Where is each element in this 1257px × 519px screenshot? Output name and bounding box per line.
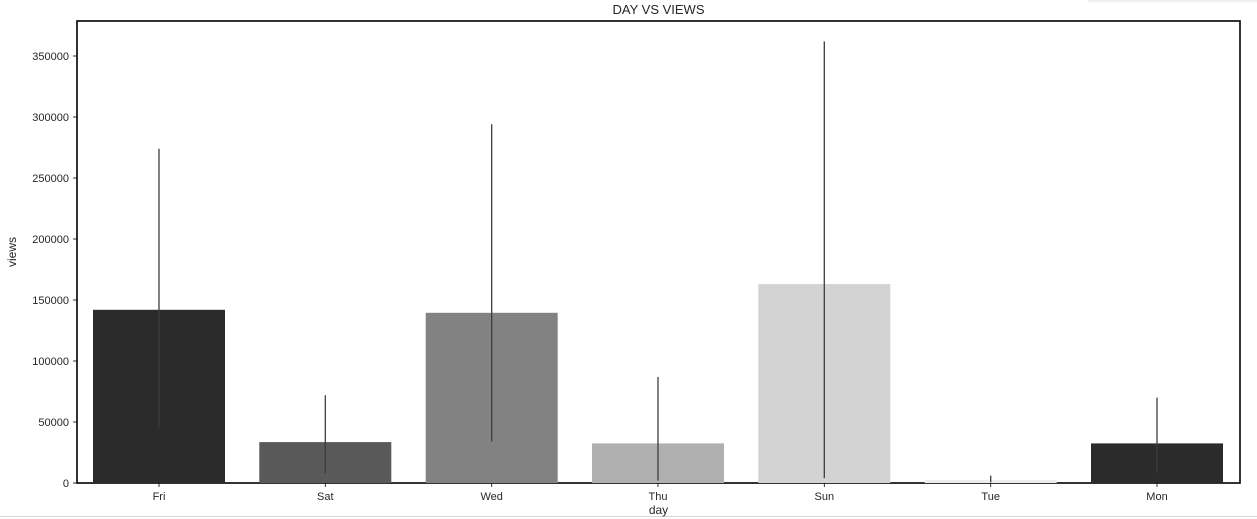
svg-text:Wed: Wed [480,491,502,503]
svg-text:Mon: Mon [1146,491,1167,503]
svg-text:Tue: Tue [981,491,1000,503]
svg-text:200000: 200000 [32,234,69,246]
svg-text:350000: 350000 [32,51,69,63]
svg-text:DAY VS VIEWS: DAY VS VIEWS [613,2,705,17]
svg-text:0: 0 [63,478,69,490]
svg-text:100000: 100000 [32,356,69,368]
svg-text:300000: 300000 [32,112,69,124]
svg-text:Sun: Sun [815,491,835,503]
svg-text:150000: 150000 [32,295,69,307]
svg-text:Fri: Fri [153,491,166,503]
svg-text:50000: 50000 [38,417,69,429]
svg-text:day: day [649,503,668,517]
svg-text:Thu: Thu [649,491,668,503]
svg-text:Sat: Sat [317,491,334,503]
svg-text:views: views [5,237,19,267]
svg-text:250000: 250000 [32,173,69,185]
